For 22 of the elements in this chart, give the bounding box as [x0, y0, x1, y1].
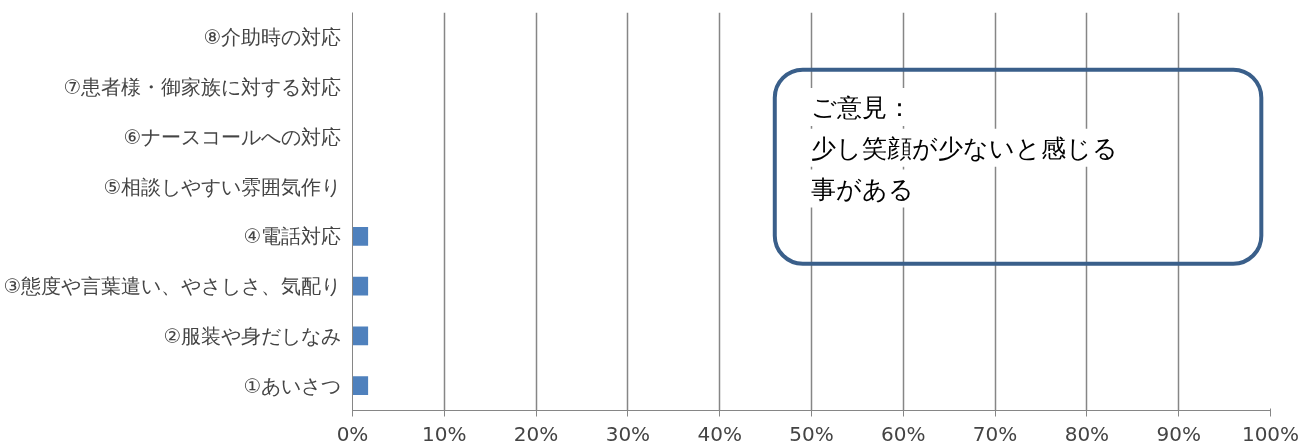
x-tick-label: 30% [605, 421, 651, 446]
y-tick-label: ⑤相談しやすい雰囲気作り [103, 174, 342, 199]
y-tick-label: ⑥ナースコールへの対応 [123, 124, 342, 149]
x-tick-label: 90% [1156, 421, 1201, 446]
annotation: 事がある [810, 173, 914, 204]
y-tick-label: ①あいさつ [243, 373, 342, 398]
x-tick-label: 100% [1241, 421, 1300, 446]
x-tick-label: 20% [513, 421, 559, 446]
y-tick-label: ⑧介助時の対応 [203, 25, 342, 50]
x-tick-label: 40% [697, 421, 742, 446]
x-tick-label: 60% [881, 421, 926, 446]
y-tick-label: ⑦患者様・御家族に対する対応 [63, 75, 342, 100]
y-tick-label: ②服装や身だしなみ [163, 323, 342, 348]
x-tick-label: 70% [972, 421, 1018, 446]
y-tick-label: ③態度や言葉遣い、やさしさ、気配り [3, 274, 342, 299]
x-tick-label: 0% [336, 421, 369, 446]
x-tick-label: 10% [422, 421, 467, 446]
x-tick-label: 80% [1064, 421, 1110, 446]
y-tick-label: ④電話対応 [243, 224, 342, 249]
x-tick-label: 50% [789, 421, 834, 446]
annotation: ご意見： [810, 92, 912, 123]
annotation: 少し笑顔が少ないと感じる [810, 132, 1118, 163]
